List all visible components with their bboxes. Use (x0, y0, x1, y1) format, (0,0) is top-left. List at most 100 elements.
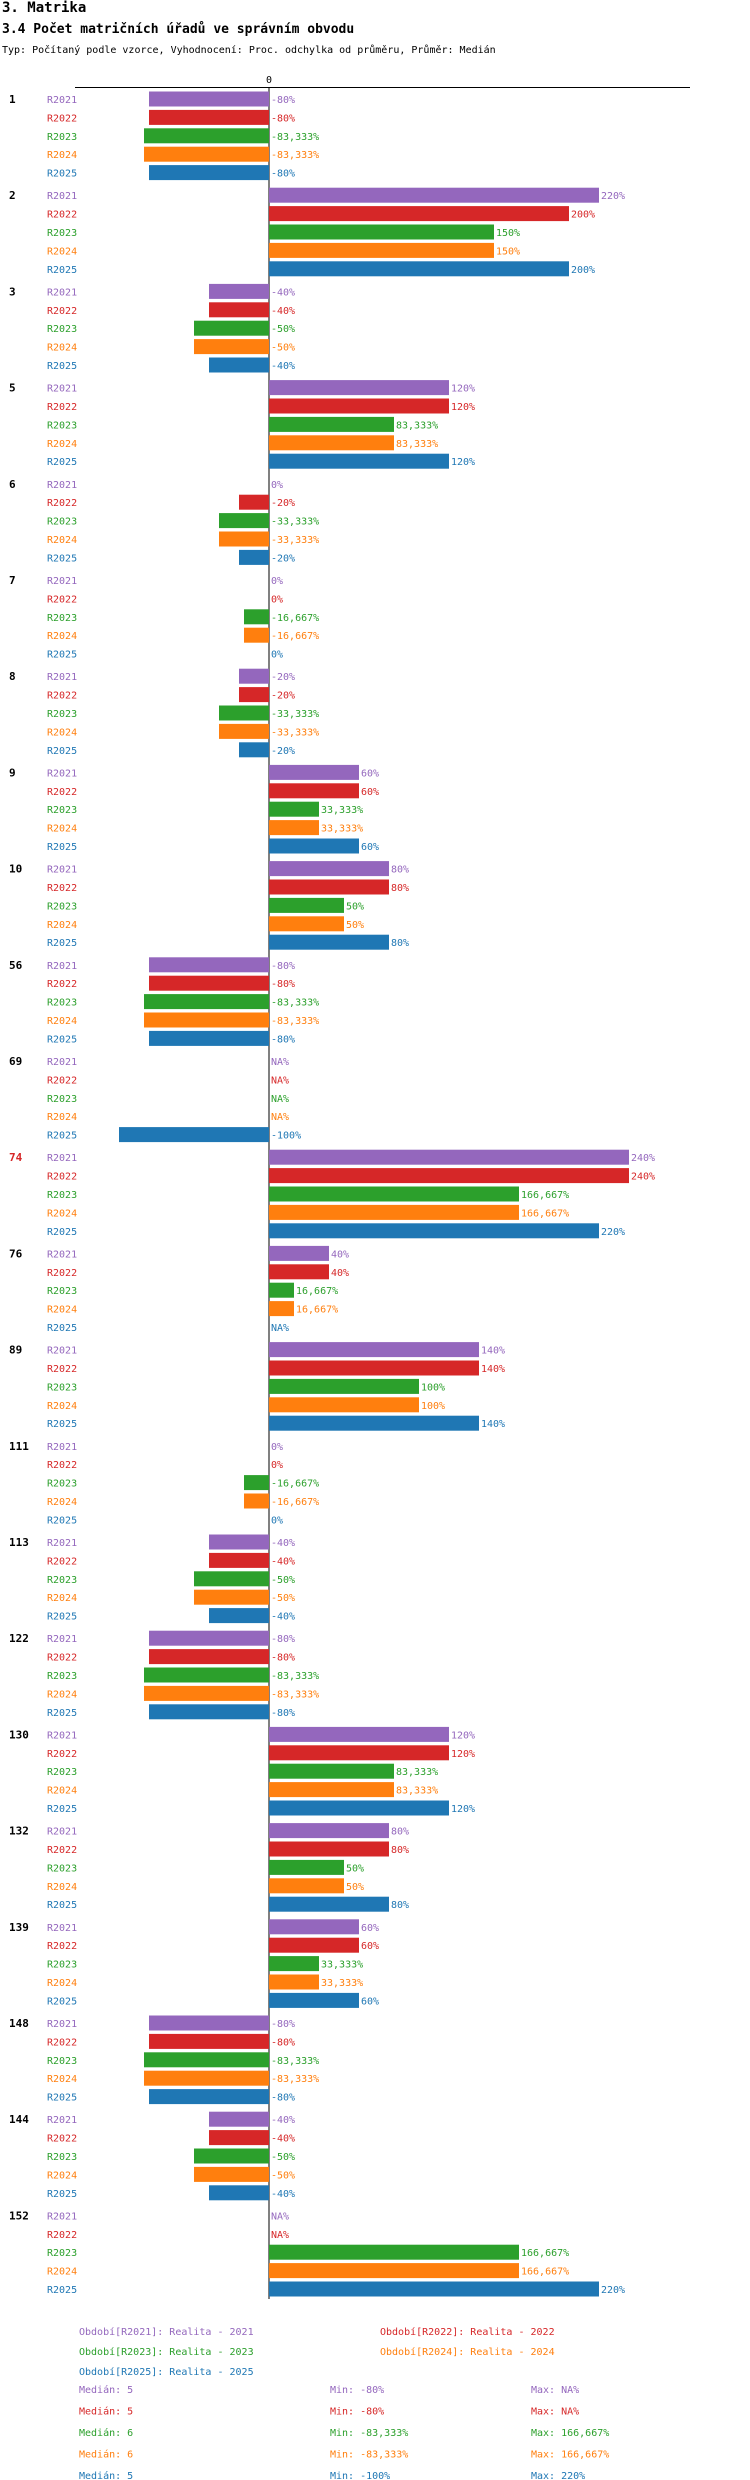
series-label: R2025 (47, 1131, 77, 1142)
stat-min: Min: -80% (330, 2407, 384, 2418)
bar (269, 1360, 479, 1376)
data-label: 33,333% (321, 824, 363, 835)
bar (269, 1763, 394, 1779)
group-label: 10 (9, 863, 22, 876)
bar (269, 783, 359, 799)
series-label: R2022 (47, 1941, 77, 1952)
group-label: 152 (9, 2209, 29, 2222)
series-label: R2022 (47, 1364, 77, 1375)
data-label: 83,333% (396, 439, 438, 450)
bar (144, 2070, 269, 2086)
group-label: 130 (9, 1728, 29, 1741)
series-label: R2021 (47, 1249, 77, 1260)
data-label: -50% (271, 2152, 295, 2163)
bar (269, 838, 359, 854)
stat-max: Max: 220% (531, 2471, 585, 2480)
bar (243, 1475, 269, 1491)
series-label: R2023 (47, 1575, 77, 1586)
data-label: NA% (271, 1323, 289, 1334)
series-label: R2022 (47, 402, 77, 413)
series-label: R2025 (47, 2285, 77, 2296)
series-label: R2021 (47, 768, 77, 779)
bar (269, 1992, 359, 2008)
bar (269, 1149, 629, 1165)
series-label: R2023 (47, 132, 77, 143)
data-label: 33,333% (321, 805, 363, 816)
data-label: 0% (271, 576, 283, 587)
bar (269, 1378, 419, 1394)
chart-title: 3.4 Počet matričních úřadů ve správním o… (2, 22, 354, 37)
group-label: 113 (9, 1536, 29, 1549)
stat-max: Max: NA% (531, 2407, 579, 2418)
stat-min: Min: -100% (330, 2471, 390, 2480)
bar (269, 261, 569, 277)
data-label: -83,333% (271, 1689, 319, 1700)
bar (144, 2052, 269, 2068)
data-label: 166,667% (521, 1190, 569, 1201)
series-label: R2022 (47, 2230, 77, 2241)
series-label: R2021 (47, 2115, 77, 2126)
legend: Období[R2021]: Realita - 2021 Období[R202… (79, 2326, 555, 2378)
bar (269, 1919, 359, 1935)
group-label: 76 (9, 1247, 23, 1260)
bar (269, 1168, 629, 1184)
data-label: 140% (481, 1364, 505, 1375)
data-label: NA% (271, 1094, 289, 1105)
data-label: 120% (451, 402, 475, 413)
bar (269, 1204, 520, 1220)
plot-area: 0 1 R2021 -80% R2022 -80% R2023 -83,333% R2024 -8… (9, 75, 690, 2299)
bar (269, 206, 569, 222)
bar (269, 2263, 520, 2279)
series-label: R2021 (47, 95, 77, 106)
series-label: R2022 (47, 2037, 77, 2048)
data-label: 150% (496, 246, 520, 257)
series-label: R2023 (47, 1767, 77, 1778)
series-label: R2021 (47, 1634, 77, 1645)
data-label: -40% (271, 1612, 295, 1623)
group-label: 3 (9, 285, 16, 298)
data-label: -83,333% (271, 1016, 319, 1027)
legend-entry: Období[R2022]: Realita - 2022 (380, 2326, 555, 2338)
series-label: R2023 (47, 1479, 77, 1490)
series-label: R2023 (47, 901, 77, 912)
series-label: R2024 (47, 727, 77, 738)
bar (269, 820, 319, 836)
data-label: -83,333% (271, 2056, 319, 2067)
bar (269, 1282, 295, 1298)
series-label: R2021 (47, 576, 77, 587)
data-label: 220% (601, 191, 625, 202)
series-label: R2023 (47, 2248, 77, 2259)
bar (269, 2281, 599, 2297)
data-label: 83,333% (396, 420, 438, 431)
series-label: R2024 (47, 631, 77, 642)
bar (209, 2130, 269, 2146)
series-label: R2022 (47, 210, 77, 221)
series-label: R2025 (47, 2189, 77, 2200)
group-label: 111 (9, 1440, 29, 1453)
legend-entry: Období[R2021]: Realita - 2021 (79, 2326, 254, 2338)
series-label: R2024 (47, 920, 77, 931)
bar (209, 357, 269, 373)
series-label: R2022 (47, 1172, 77, 1183)
series-label: R2024 (47, 1016, 77, 1027)
series-label: R2025 (47, 361, 77, 372)
series-label: R2024 (47, 1593, 77, 1604)
bar (269, 916, 344, 932)
series-label: R2022 (47, 1653, 77, 1664)
data-label: 16,667% (296, 1286, 338, 1297)
data-label: 33,333% (321, 1960, 363, 1971)
data-label: 120% (451, 384, 475, 395)
series-label: R2022 (47, 979, 77, 990)
data-label: -40% (271, 287, 295, 298)
data-label: NA% (271, 1057, 289, 1068)
bar (269, 1342, 479, 1358)
group-label: 132 (9, 1825, 29, 1838)
bar (149, 975, 269, 991)
series-label: R2025 (47, 842, 77, 853)
series-label: R2023 (47, 1094, 77, 1105)
stat-median: Medián: 6 (79, 2449, 133, 2461)
series-label: R2023 (47, 228, 77, 239)
data-label: 80% (391, 1827, 409, 1838)
series-label: R2025 (47, 553, 77, 564)
series-label: R2023 (47, 998, 77, 1009)
